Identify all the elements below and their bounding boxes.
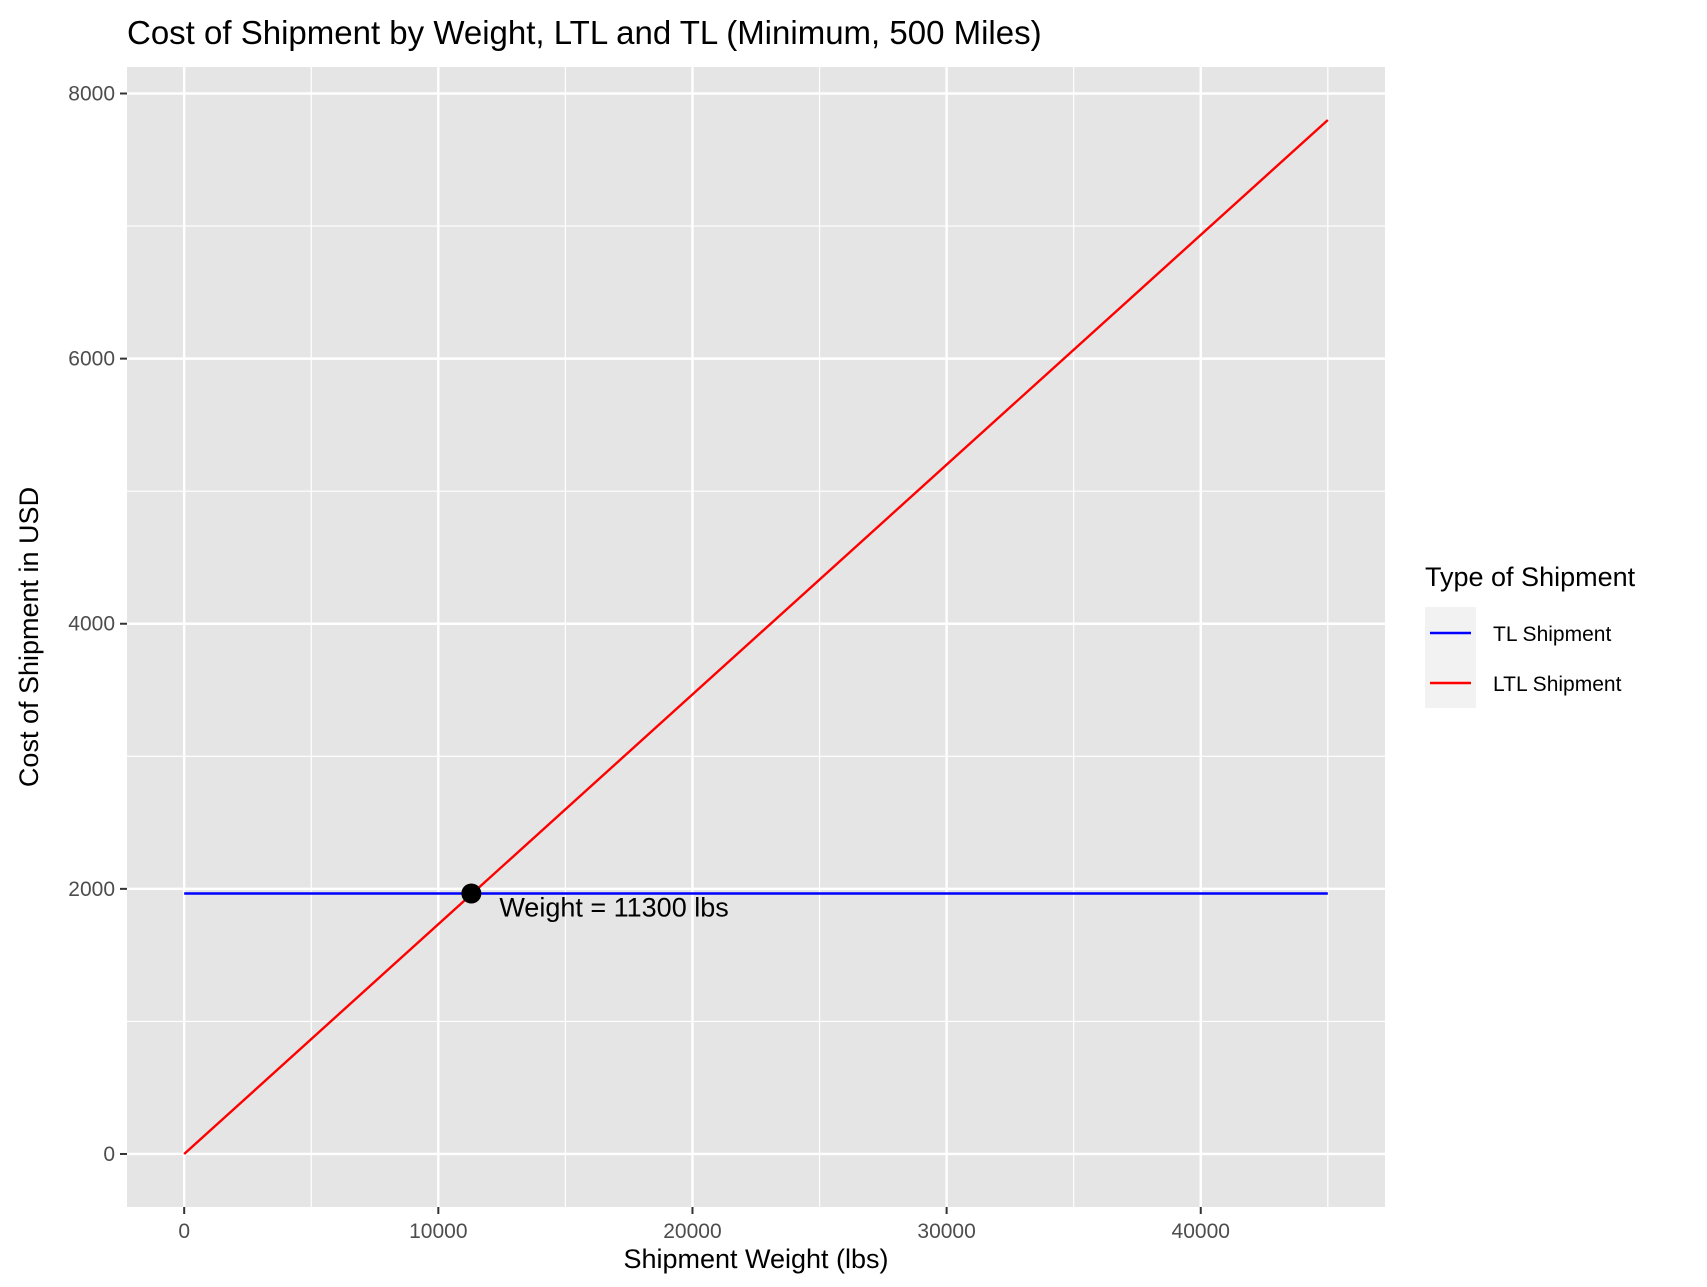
x-tick-label: 40000 <box>1172 1220 1230 1243</box>
minor-grid <box>127 67 1385 1207</box>
intersection-layer: Weight = 11300 lbs <box>461 883 729 923</box>
legend-items: TL Shipment LTL Shipment <box>1430 623 1622 696</box>
y-axis: 0 2000 4000 6000 8000 <box>68 83 127 1166</box>
y-tick-label: 6000 <box>68 348 115 371</box>
x-tick-label: 30000 <box>917 1220 975 1243</box>
x-axis-title: Shipment Weight (lbs) <box>623 1244 888 1274</box>
x-tick-label: 0 <box>178 1220 190 1243</box>
x-tick-label: 20000 <box>663 1220 721 1243</box>
legend: Type of Shipment TL Shipment LTL Shipment <box>1425 562 1636 708</box>
legend-title: Type of Shipment <box>1425 562 1636 592</box>
y-tick-label: 8000 <box>68 83 115 106</box>
series-line-ltl-shipment <box>183 119 1329 1155</box>
intersection-point <box>461 883 482 904</box>
series-lines <box>183 119 1329 1155</box>
plot-area: Weight = 11300 lbs <box>127 67 1385 1207</box>
y-tick-label: 2000 <box>68 878 115 901</box>
major-grid <box>127 67 1385 1207</box>
x-axis: 0 10000 20000 30000 40000 <box>178 1207 1230 1243</box>
x-tick-label: 10000 <box>409 1220 467 1243</box>
legend-label: TL Shipment <box>1493 623 1611 646</box>
intersection-annotation: Weight = 11300 lbs <box>499 893 728 923</box>
y-tick-label: 0 <box>103 1143 115 1166</box>
chart-title: Cost of Shipment by Weight, LTL and TL (… <box>127 14 1042 51</box>
y-axis-title: Cost of Shipment in USD <box>14 487 44 787</box>
y-tick-label: 4000 <box>68 613 115 636</box>
legend-label: LTL Shipment <box>1493 673 1622 696</box>
legend-keys-background <box>1425 607 1476 708</box>
